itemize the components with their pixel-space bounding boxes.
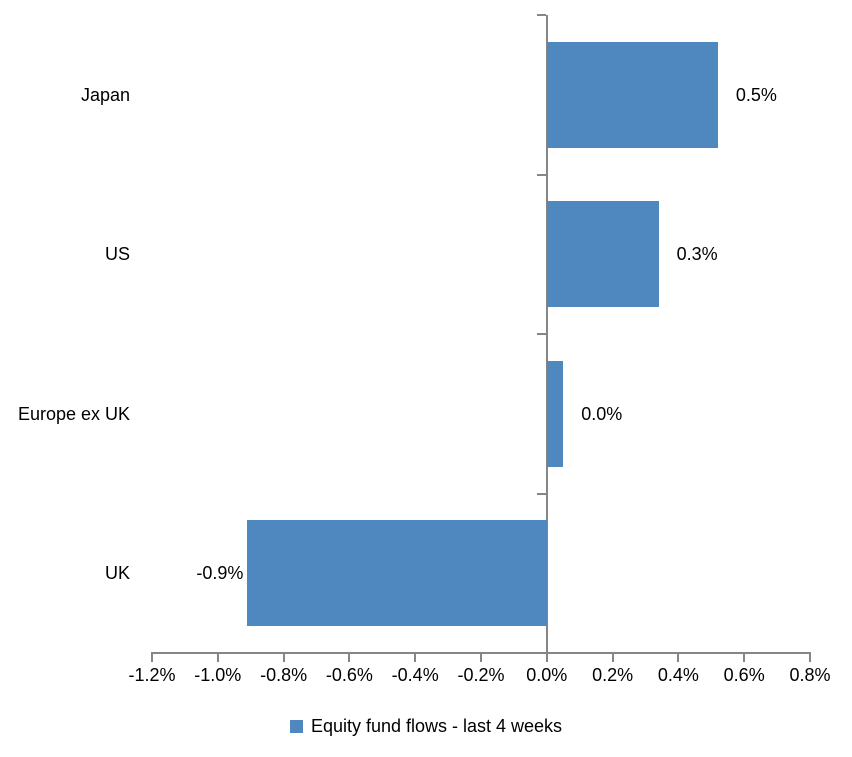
x-axis-tick (611, 654, 614, 662)
x-tick-label: 0.6% (723, 665, 765, 685)
category-boundary-tick (536, 14, 546, 16)
x-axis-tick (809, 654, 811, 662)
x-axis-tick (348, 654, 351, 662)
category-boundary-tick (536, 492, 546, 495)
x-tick-label: -0.8% (260, 665, 308, 685)
value-label-japan: 0.5% (735, 84, 777, 105)
bar-europe-ex-uk (546, 360, 564, 467)
x-axis-tick (282, 654, 285, 662)
x-axis-line (151, 652, 811, 654)
legend: Equity fund flows - last 4 weeks (0, 715, 852, 737)
x-tick-label: -0.4% (391, 665, 439, 685)
x-tick-label: -0.6% (325, 665, 373, 685)
category-label-us: US (104, 244, 130, 265)
value-label-us: 0.3% (676, 244, 718, 265)
x-tick-label: 0.8% (789, 665, 831, 685)
category-label-uk: UK (104, 563, 130, 584)
x-tick-label: -0.2% (457, 665, 505, 685)
category-label-europe-ex-uk: Europe ex UK (17, 403, 130, 424)
x-axis-tick (216, 654, 219, 662)
legend-color-swatch (289, 719, 303, 733)
bar-us (546, 201, 659, 308)
bar-uk (247, 520, 547, 627)
x-tick-label: 0.0% (526, 665, 568, 685)
x-axis-tick (545, 654, 548, 662)
x-axis-tick (743, 654, 746, 662)
x-axis-tick (151, 654, 153, 662)
bar-japan (546, 41, 718, 148)
zero-baseline (545, 15, 548, 661)
category-boundary-tick (536, 173, 546, 176)
x-tick-label: -1.2% (128, 665, 176, 685)
x-axis-tick (414, 654, 417, 662)
x-axis-tick (677, 654, 680, 662)
legend-label: Equity fund flows - last 4 weeks (310, 716, 563, 736)
x-tick-label: 0.2% (592, 665, 634, 685)
value-label-uk: -0.9% (196, 563, 244, 584)
x-tick-label: -1.0% (194, 665, 242, 685)
x-tick-label: 0.4% (657, 665, 699, 685)
category-boundary-tick (536, 333, 546, 335)
value-label-europe-ex-uk: 0.0% (581, 403, 623, 424)
x-axis-tick (480, 654, 482, 662)
category-label-japan: Japan (80, 84, 130, 105)
